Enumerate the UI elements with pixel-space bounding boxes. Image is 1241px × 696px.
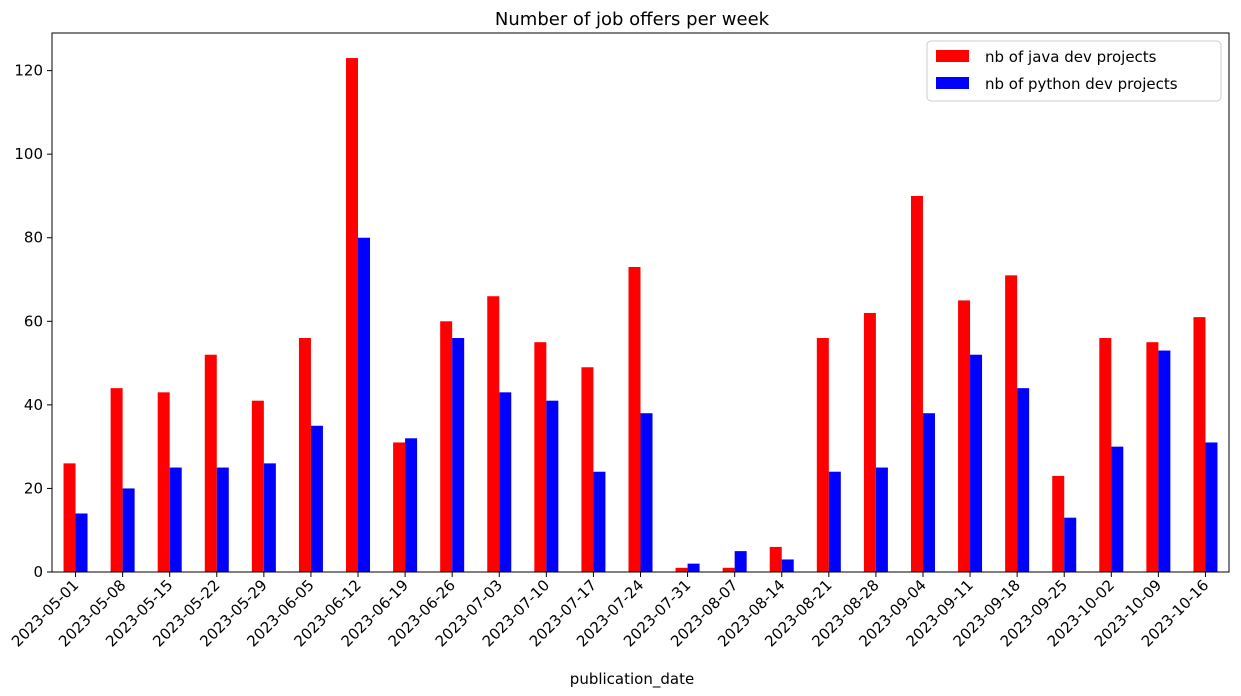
bar-java-2023-09-04: [910, 195, 923, 572]
bar-java-2023-07-31: [675, 567, 688, 572]
bar-java-2023-10-16: [1193, 317, 1206, 572]
bar-python-2023-10-09: [1158, 350, 1171, 572]
bar-python-2023-05-08: [122, 488, 135, 572]
bar-python-2023-08-21: [828, 471, 841, 572]
bar-java-2023-07-03: [487, 296, 500, 572]
bar-java-2023-06-12: [346, 58, 359, 573]
bar-java-2023-05-22: [204, 354, 217, 572]
bar-python-2023-07-31: [687, 563, 700, 572]
bars-group: [63, 58, 1218, 573]
legend-box: [926, 40, 1222, 102]
y-axis: 0 20 40 60 80 100 120: [14, 62, 52, 581]
bar-python-2023-06-19: [405, 438, 418, 572]
bar-java-2023-09-18: [1005, 275, 1018, 572]
bar-java-2023-06-26: [440, 321, 453, 572]
y-tick-label: 60: [24, 312, 43, 330]
y-tick-label: 80: [24, 229, 43, 247]
bar-java-2023-06-19: [393, 442, 406, 572]
bar-python-2023-09-25: [1064, 517, 1077, 572]
y-tick-label: 40: [24, 396, 43, 414]
legend-label-java: nb of java dev projects: [985, 48, 1157, 66]
bar-python-2023-09-04: [922, 413, 935, 572]
bar-python-2023-08-14: [781, 559, 794, 572]
bar-python-2023-05-29: [263, 463, 276, 572]
bar-python-2023-10-02: [1111, 446, 1124, 572]
legend: nb of java dev projects nb of python dev …: [926, 40, 1222, 102]
legend-swatch-python: [936, 77, 969, 89]
legend-label-python: nb of python dev projects: [985, 75, 1178, 93]
bar-python-2023-09-18: [1017, 388, 1030, 572]
bar-python-2023-06-05: [310, 425, 323, 572]
bar-java-2023-07-10: [534, 342, 547, 572]
y-tick-label: 120: [14, 62, 43, 80]
x-axis-label: publication_date: [570, 670, 694, 689]
y-tick-label: 0: [33, 563, 43, 581]
bar-java-2023-06-05: [298, 338, 311, 572]
chart-title: Number of job offers per week: [495, 9, 770, 30]
bar-python-2023-06-26: [452, 338, 465, 572]
legend-swatch-java: [936, 50, 969, 62]
bar-python-2023-05-01: [75, 513, 88, 572]
bar-java-2023-08-28: [863, 312, 876, 572]
bar-python-2023-07-24: [640, 413, 653, 572]
y-tick-label: 20: [24, 479, 43, 497]
bar-python-2023-08-28: [875, 467, 888, 572]
plot-frame: [51, 32, 1230, 573]
bar-java-2023-07-24: [628, 266, 641, 572]
bar-python-2023-05-15: [169, 467, 182, 572]
bar-python-2023-07-17: [593, 471, 606, 572]
x-axis: 2023-05-012023-05-082023-05-152023-05-22…: [8, 572, 1212, 650]
bar-java-2023-10-02: [1099, 338, 1112, 572]
bar-python-2023-08-07: [734, 551, 747, 572]
bar-python-2023-10-16: [1205, 442, 1218, 572]
bar-java-2023-08-14: [769, 546, 782, 572]
bar-java-2023-09-25: [1052, 475, 1065, 572]
bar-java-2023-05-01: [63, 463, 76, 572]
bar-python-2023-07-10: [546, 400, 559, 572]
bar-java-2023-07-17: [581, 367, 594, 572]
bar-java-2023-08-07: [722, 567, 735, 572]
bar-python-2023-09-11: [970, 354, 983, 572]
bar-java-2023-10-09: [1146, 342, 1159, 572]
bar-java-2023-05-08: [110, 388, 123, 572]
bar-python-2023-05-22: [216, 467, 229, 572]
bar-python-2023-06-12: [358, 237, 371, 572]
bar-python-2023-07-03: [499, 392, 512, 572]
bar-java-2023-05-29: [251, 400, 264, 572]
bar-java-2023-05-15: [157, 392, 170, 572]
y-tick-label: 100: [14, 145, 43, 163]
bar-java-2023-08-21: [816, 338, 829, 572]
bar-java-2023-09-11: [958, 300, 971, 572]
